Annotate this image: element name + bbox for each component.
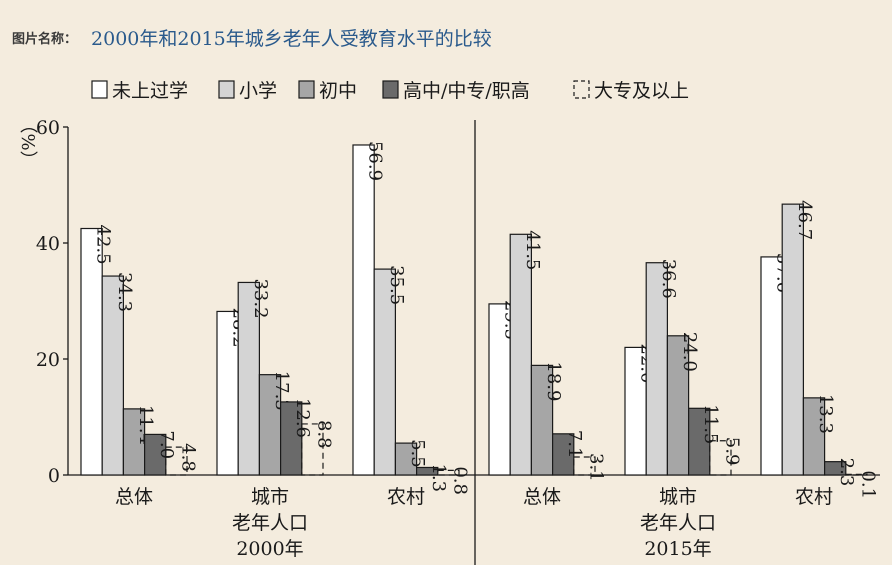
x-group-label: 2015年	[644, 538, 711, 560]
bar-5	[709, 440, 732, 476]
x-category-label: 老年人口	[232, 512, 308, 534]
data-label: 2.3	[836, 458, 857, 487]
bar-3	[530, 364, 554, 476]
legend-label-1: 未上过学	[112, 80, 188, 102]
bar-4	[280, 401, 303, 476]
data-label: 4.8	[177, 443, 198, 472]
bar-2	[101, 275, 124, 476]
legend-label-5: 大专及以上	[594, 80, 689, 102]
x-category-label: 总体	[115, 486, 153, 508]
data-label: 5.5	[407, 439, 428, 468]
data-label: 5.9	[721, 437, 742, 466]
x-category-label: 农村	[387, 486, 425, 508]
data-label: 7.1	[564, 430, 585, 459]
data-label: 33.2	[250, 278, 271, 318]
data-label: 3.1	[585, 453, 606, 482]
data-label: 12.6	[292, 398, 313, 438]
legend-label-4: 高中/中专/职高	[403, 80, 530, 102]
y-tick-label: 40	[36, 233, 60, 255]
chart-title: 2000年和2015年城乡老年人受教育水平的比较	[91, 27, 492, 50]
data-label: 1.3	[428, 463, 449, 492]
data-label: 41.5	[522, 230, 543, 270]
bar-5	[573, 456, 596, 476]
data-label: 46.7	[794, 200, 815, 240]
data-label: 18.9	[543, 361, 564, 401]
bar-1	[80, 227, 103, 476]
bar-4	[687, 407, 711, 476]
bar-5	[301, 423, 324, 476]
bar-5	[165, 446, 188, 476]
y-tick-label: 0	[48, 465, 60, 487]
data-label: 13.3	[815, 394, 836, 434]
data-label: 42.5	[93, 225, 114, 265]
x-category-label: 城市	[251, 486, 289, 508]
bar-1	[352, 144, 375, 476]
x-group-label: 2000年	[236, 538, 303, 560]
x-category-label: 老年人口	[640, 512, 716, 534]
legend-swatch-3	[298, 80, 315, 99]
data-label: 7.0	[156, 430, 177, 459]
bar-3	[802, 397, 826, 476]
legend-label-2: 小学	[239, 80, 277, 102]
data-label: 8.8	[313, 420, 334, 449]
legend-swatch-4	[382, 80, 399, 99]
title-row: 图片名称： 2000年和2015年城乡老年人受教育水平的比较	[12, 22, 492, 52]
legend-label-3: 初中	[319, 80, 357, 102]
x-category-label: 总体	[523, 486, 561, 508]
data-label: 24.0	[679, 332, 700, 372]
legend-swatch-1	[91, 80, 108, 99]
bar-2	[509, 233, 533, 476]
data-label: 0.8	[449, 466, 470, 495]
bar-2	[373, 268, 397, 476]
bar-3	[394, 442, 418, 476]
bar-4	[551, 433, 575, 476]
data-label: 17.3	[271, 371, 292, 411]
y-axis-label: （%）	[17, 115, 38, 168]
figure-label: 图片名称：	[12, 31, 78, 47]
bar-5	[437, 469, 460, 476]
data-label: 36.6	[658, 259, 679, 299]
data-label: 35.5	[386, 265, 407, 305]
bar-4	[823, 461, 847, 476]
legend-swatch-2	[218, 80, 235, 99]
x-category-label: 城市	[659, 486, 697, 508]
bar-5	[845, 473, 868, 476]
bar-3	[666, 335, 690, 476]
y-tick-label: 20	[36, 349, 60, 371]
x-category-label: 农村	[795, 486, 833, 508]
data-label: 34.3	[114, 272, 135, 312]
data-label: 56.9	[365, 141, 386, 181]
bar-2	[781, 203, 805, 476]
y-tick-label: 60	[36, 117, 60, 139]
legend-swatch-5	[573, 80, 590, 99]
data-label: 0.1	[857, 470, 878, 499]
data-label: 11.5	[700, 404, 721, 444]
